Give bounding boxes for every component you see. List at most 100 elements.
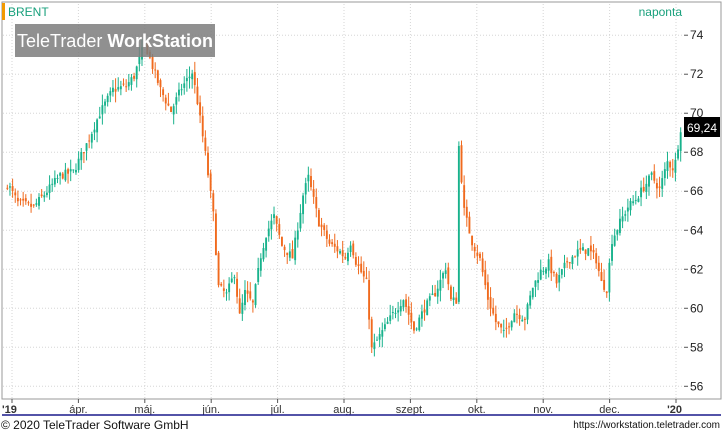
- y-tick-label: 58: [690, 340, 704, 354]
- candle-body: [61, 173, 64, 179]
- candle-body: [407, 306, 410, 315]
- candle-body: [241, 302, 244, 314]
- candle-body: [426, 300, 429, 316]
- candle-body: [360, 263, 363, 273]
- candle-body: [529, 295, 532, 306]
- y-tick-label: 66: [690, 184, 704, 198]
- candle-body: [632, 201, 635, 204]
- candle-body: [370, 319, 373, 348]
- candle-series: [6, 39, 682, 357]
- candle-body: [347, 252, 349, 262]
- candle-body: [38, 197, 40, 206]
- candle-body: [273, 214, 275, 218]
- candle-body: [373, 342, 376, 350]
- candle-body: [296, 230, 299, 240]
- candle-body: [547, 259, 550, 271]
- candle-body: [101, 105, 104, 115]
- candle-body: [558, 274, 561, 283]
- candle-body: [603, 279, 606, 290]
- candle-body: [199, 102, 202, 116]
- candle-body: [399, 306, 402, 312]
- candle-body: [669, 161, 672, 168]
- candle-body: [621, 216, 624, 222]
- last-price-box: [684, 117, 720, 137]
- candle-body: [159, 80, 162, 88]
- candle-body: [43, 195, 46, 198]
- candle-body: [365, 277, 368, 279]
- candle-body: [336, 246, 339, 252]
- candle-body: [133, 75, 136, 79]
- candle-body: [201, 115, 204, 137]
- candle-body: [315, 197, 318, 209]
- candle-body: [497, 321, 500, 325]
- candle-body: [225, 292, 228, 294]
- candle-body: [648, 175, 650, 187]
- candle-body: [283, 246, 286, 251]
- candle-body: [666, 161, 669, 171]
- candle-body: [640, 187, 643, 198]
- candle-body: [6, 187, 9, 189]
- candle-body: [294, 237, 297, 261]
- candle-body: [111, 87, 114, 93]
- candle-body: [650, 172, 653, 175]
- candle-body: [333, 243, 336, 247]
- candle-body: [624, 214, 627, 216]
- candle-body: [24, 198, 27, 202]
- candle-body: [674, 159, 677, 173]
- candle-body: [605, 291, 608, 294]
- candle-body: [634, 199, 637, 201]
- x-tick-label: nov.: [533, 404, 553, 416]
- candle-body: [51, 183, 54, 185]
- candle-body: [130, 77, 133, 85]
- candle-body: [489, 297, 492, 309]
- candle-body: [600, 272, 603, 281]
- candle-body: [423, 309, 426, 313]
- candle-body: [344, 256, 347, 259]
- candle-body: [196, 86, 199, 105]
- candle-body: [413, 321, 415, 331]
- candle-body: [64, 169, 67, 181]
- candle-body: [582, 247, 584, 251]
- candle-body: [317, 210, 320, 227]
- candle-body: [233, 277, 236, 279]
- candle-body: [270, 220, 273, 230]
- candle-body: [508, 326, 510, 328]
- candle-body: [75, 170, 77, 173]
- candle-body: [658, 186, 661, 188]
- candle-body: [492, 307, 495, 314]
- x-tick-label: ápr.: [69, 404, 87, 416]
- candle-body: [376, 339, 378, 341]
- last-price-marker: 69,24: [684, 117, 720, 137]
- candle-body: [259, 258, 262, 271]
- candle-body: [436, 288, 439, 297]
- candle-body: [138, 56, 141, 65]
- candle-body: [246, 290, 249, 294]
- candle-body: [534, 280, 537, 287]
- candle-body: [170, 106, 172, 113]
- candle-body: [178, 89, 180, 96]
- candle-body: [67, 169, 70, 174]
- candle-body: [325, 230, 328, 239]
- candle-body: [106, 95, 109, 103]
- candle-body: [608, 262, 611, 293]
- candle-body: [175, 97, 178, 105]
- candle-body: [98, 116, 101, 119]
- y-tick-label: 70: [690, 106, 704, 120]
- x-tick-label: '20: [667, 404, 682, 416]
- candle-body: [72, 169, 75, 171]
- candle-body: [291, 249, 294, 259]
- candle-body: [341, 250, 344, 257]
- candle-body: [383, 324, 386, 330]
- candle-body: [389, 315, 392, 321]
- candle-body: [19, 199, 22, 201]
- candle-body: [589, 245, 592, 252]
- candle-body: [212, 193, 215, 212]
- candle-body: [555, 273, 558, 284]
- x-tick-label: júl.: [270, 404, 285, 416]
- candle-body: [214, 213, 217, 256]
- candle-body: [9, 186, 11, 188]
- watermark-product: WorkStation: [107, 31, 213, 51]
- y-axis: 56 58 60 62 64 66 68 70 72 74: [684, 28, 704, 393]
- candle-body: [576, 249, 579, 257]
- candle-body: [357, 264, 360, 266]
